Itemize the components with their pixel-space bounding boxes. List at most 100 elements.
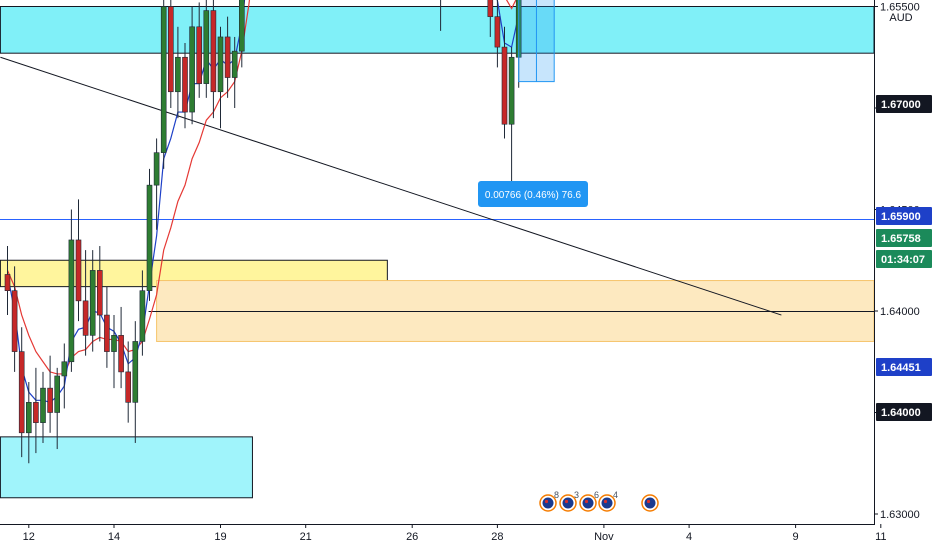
candle bbox=[47, 355, 53, 433]
price-tag-bg bbox=[876, 207, 932, 225]
event-flag-mark bbox=[544, 499, 549, 504]
candle-body bbox=[487, 0, 494, 17]
event-icon[interactable]: 8 bbox=[539, 490, 559, 512]
candle-body bbox=[4, 274, 11, 291]
event-flag-mark bbox=[603, 499, 608, 504]
x-tick-label: 21 bbox=[300, 531, 312, 543]
candle bbox=[501, 26, 508, 139]
event-count: 6 bbox=[594, 490, 599, 500]
event-icon[interactable]: 4 bbox=[598, 490, 618, 512]
candle-body bbox=[47, 387, 53, 413]
candle-body bbox=[175, 56, 181, 93]
price-tag-bg bbox=[876, 358, 932, 376]
candle bbox=[175, 26, 181, 119]
price-tag-label: 1.65900 bbox=[881, 211, 921, 223]
candle-body bbox=[501, 46, 508, 125]
candle bbox=[494, 0, 501, 68]
candle bbox=[54, 367, 61, 450]
candle bbox=[239, 0, 245, 68]
price-tag-bg bbox=[876, 229, 932, 247]
candle-body bbox=[18, 351, 25, 434]
measure-label-bg bbox=[478, 181, 588, 207]
trendline bbox=[0, 56, 782, 316]
horizontal-lines-layer bbox=[0, 219, 874, 312]
price-tag-bg bbox=[876, 250, 932, 268]
event-icon[interactable]: 3 bbox=[559, 490, 579, 512]
price-axis[interactable]: 1.630001.635001.640001.645001.650001.655… bbox=[874, 0, 932, 550]
candle bbox=[97, 246, 103, 342]
measure-tool[interactable]: 0.00766 (0.46%) 76.6 bbox=[478, 0, 588, 207]
price-tag-bg bbox=[876, 403, 932, 421]
candle-body bbox=[82, 300, 89, 336]
event-flag-mark bbox=[646, 499, 651, 504]
candle-body bbox=[146, 184, 153, 291]
event-flag-mark bbox=[584, 499, 589, 504]
y-tick-label: 1.65500 bbox=[880, 2, 920, 14]
candle-body bbox=[75, 239, 82, 302]
event-flag bbox=[601, 497, 613, 509]
candle-body bbox=[97, 270, 103, 316]
x-tick-label: 4 bbox=[686, 531, 692, 543]
candle bbox=[231, 36, 238, 108]
candle bbox=[89, 250, 96, 352]
y-tick-label: 1.64000 bbox=[880, 306, 920, 318]
price-tags-layer: 1.67000 1.65900 1.65758 01:34:07 1.64451 1.64… bbox=[876, 95, 932, 421]
candle bbox=[75, 199, 82, 322]
price-tag-label: 1.65758 bbox=[881, 233, 921, 245]
candle-body bbox=[118, 335, 124, 373]
candle-body bbox=[132, 341, 139, 403]
candle-body bbox=[125, 371, 131, 403]
candle bbox=[146, 168, 153, 301]
candle-body bbox=[182, 56, 188, 113]
candle bbox=[487, 0, 494, 37]
candle-body bbox=[189, 26, 195, 113]
event-flag bbox=[542, 497, 554, 509]
candle bbox=[68, 209, 75, 372]
candle bbox=[40, 371, 46, 443]
candle-body bbox=[153, 152, 160, 186]
time-axis-bg bbox=[0, 524, 932, 550]
events-layer[interactable]: 8 3 6 4 bbox=[539, 490, 659, 512]
candles-layer bbox=[4, 0, 522, 464]
candle-body bbox=[160, 6, 167, 153]
ma-fast-line bbox=[6, 0, 520, 404]
event-flag bbox=[644, 497, 656, 509]
x-tick-label: Nov bbox=[594, 531, 614, 543]
candle-body bbox=[25, 402, 32, 434]
candle bbox=[508, 47, 515, 186]
event-icon[interactable] bbox=[641, 494, 659, 512]
candle bbox=[111, 315, 117, 389]
candle-body bbox=[54, 375, 61, 413]
event-count: 8 bbox=[554, 490, 559, 500]
candle bbox=[217, 26, 224, 129]
event-flag bbox=[562, 497, 574, 509]
candle-body bbox=[196, 26, 202, 84]
event-count: 3 bbox=[574, 490, 579, 500]
event-icon[interactable]: 6 bbox=[579, 490, 599, 512]
price-axis-bg bbox=[874, 0, 932, 550]
candle-body bbox=[68, 239, 75, 363]
x-tick-label: 12 bbox=[23, 531, 35, 543]
y-tick-label: 1.63000 bbox=[880, 509, 920, 521]
event-flag-mark bbox=[564, 499, 569, 504]
x-tick-label: 14 bbox=[108, 531, 120, 543]
price-tag-label: 1.64000 bbox=[881, 407, 921, 419]
x-tick-label: 19 bbox=[214, 531, 226, 543]
candle-body bbox=[224, 36, 231, 78]
trendline-layer bbox=[0, 56, 782, 316]
candle bbox=[104, 286, 110, 368]
zone-4 bbox=[0, 436, 253, 499]
event-count: 4 bbox=[613, 490, 618, 500]
candle-body bbox=[89, 270, 96, 336]
candle bbox=[25, 382, 32, 464]
candle bbox=[210, 0, 217, 119]
candle-body bbox=[217, 36, 224, 93]
x-tick-label: 11 bbox=[875, 531, 886, 543]
candle bbox=[139, 270, 146, 356]
candle bbox=[203, 0, 210, 98]
candle bbox=[132, 321, 139, 443]
zones-layer bbox=[0, 6, 875, 499]
candle-body bbox=[168, 6, 174, 93]
time-axis[interactable]: 12 14 19 21 26 28 Nov 4 9 11 bbox=[0, 524, 932, 550]
